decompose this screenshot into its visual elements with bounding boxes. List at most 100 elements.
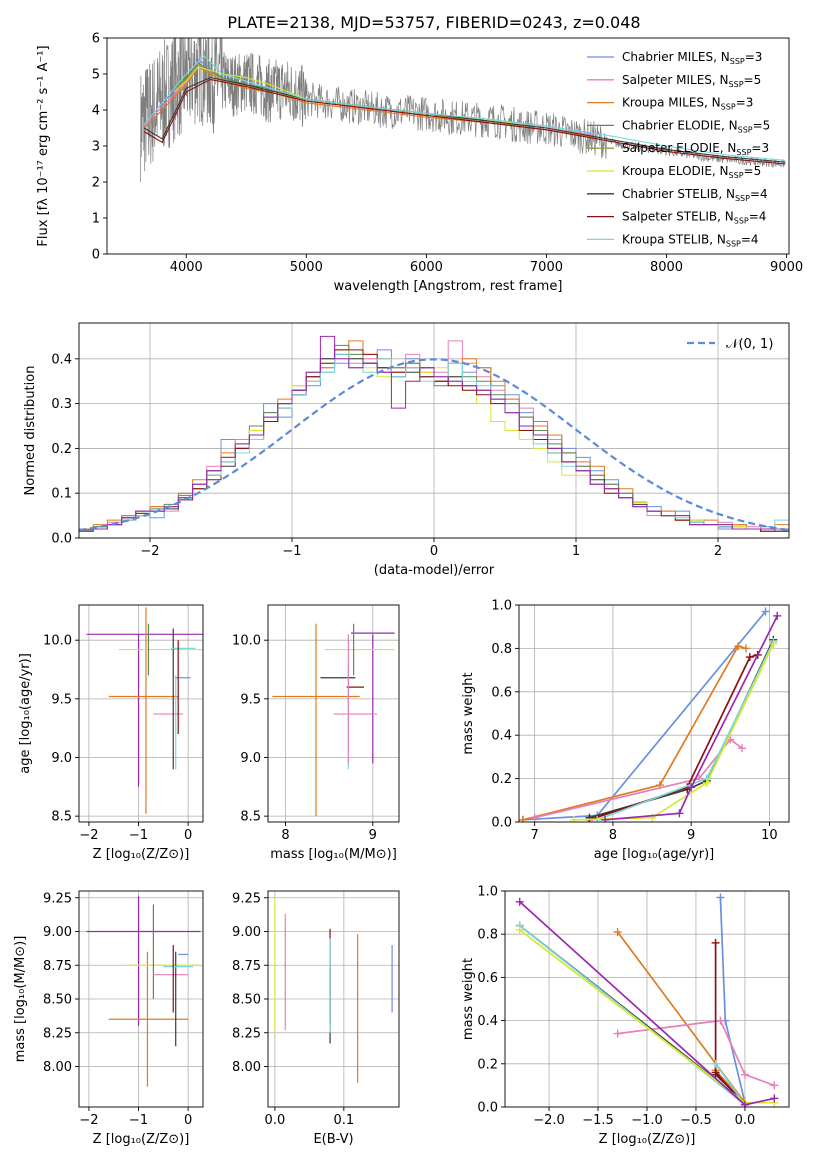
- legend-ssp-count: =5: [744, 164, 762, 178]
- legend-label-kroupa-stelib: Kroupa STELIB, NSSP=4: [622, 232, 759, 248]
- age_vs_z-plot-area: [86, 607, 203, 814]
- x-tick-label: 10: [761, 828, 778, 843]
- legend-ssp-count: =3: [745, 50, 763, 64]
- y-tick-label: 0.2: [477, 1057, 498, 1072]
- mass_vs_ebv-plot-area: [274, 897, 393, 1083]
- y-tick-label: 9.00: [43, 925, 72, 940]
- y-axis-label: mass [log₁₀(M/M⊙)]: [13, 936, 28, 1063]
- x-tick-label: 4000: [170, 260, 203, 275]
- x-tick-label: 7000: [530, 260, 563, 275]
- normal-distribution-curve: [79, 358, 789, 532]
- age-vs-metallicity-panel: −2 −1 0 8.5 9.0 9.5 10.0 Z [log₁₀(Z/Z⊙)] age [lo…: [18, 604, 204, 862]
- y-tick-label: 8.50: [43, 993, 72, 1008]
- y-tick-label: 9.25: [43, 891, 72, 906]
- x-tick-label: −1: [129, 1113, 148, 1128]
- legend-label-salpeter-elodie: Salpeter ELODIE, NSSP=3: [622, 141, 769, 157]
- y-tick-label: 5: [92, 68, 100, 83]
- x-tick-label: 0.0: [735, 1113, 756, 1128]
- x-tick-label: −1.5: [582, 1113, 614, 1128]
- y-tick-label: 10.0: [232, 634, 261, 649]
- mass-weight-line-salpeter-miles: [617, 1019, 775, 1087]
- residuals-plot-area: [79, 335, 789, 532]
- legend-label-salpeter-miles: Salpeter MILES, NSSP=5: [622, 73, 761, 89]
- y-tick-label: 9.0: [51, 751, 72, 766]
- y-tick-label: 0.0: [491, 816, 512, 831]
- y-axis-label: age [log₁₀(age/yr)]: [18, 653, 33, 774]
- y-tick-label: 0.2: [51, 442, 72, 457]
- residuals-panel: −2 −1 0 1 2 0.0 0.1 0.2 0.3 0.4 (data-model)/error…: [23, 322, 790, 578]
- legend-ssp-count: =5: [744, 73, 762, 87]
- y-tick-label: 1.0: [477, 885, 498, 900]
- model-spectrum-salpeter-stelib: [143, 78, 786, 165]
- x-tick-label: 0.0: [265, 1113, 286, 1128]
- y-tick-label: 8.75: [43, 959, 72, 974]
- y-tick-label: 8.00: [43, 1060, 72, 1075]
- legend-label-chabrier-miles: Chabrier MILES, NSSP=3: [622, 50, 762, 66]
- y-tick-label: 0.6: [477, 971, 498, 986]
- mass_weight_vs_z-plot-area: [515, 893, 779, 1107]
- y-tick-label: 8.50: [232, 993, 261, 1008]
- legend-subscript: SSP: [729, 171, 744, 180]
- x-tick-label: −1: [282, 544, 301, 559]
- x-tick-label: 9000: [770, 260, 803, 275]
- mass-weight-line-extra1: [605, 615, 779, 821]
- mass_weight_vs_age-plot-area: [519, 607, 782, 822]
- x-axis-label: mass [log₁₀(M/M⊙)]: [270, 847, 397, 862]
- y-tick-label: 8.25: [43, 1026, 72, 1041]
- data-spectrum-line: [140, 38, 786, 183]
- y-tick-label: 8.00: [232, 1060, 261, 1075]
- legend-ssp-count: =4: [749, 210, 767, 224]
- x-axis-label: E(B-V): [313, 1132, 353, 1147]
- x-axis-label: wavelength [Angstrom, rest frame]: [334, 279, 563, 294]
- mass-weight-line-salpeter-miles: [534, 738, 743, 819]
- y-tick-label: 0.4: [477, 1014, 498, 1029]
- legend-ssp-count: =3: [736, 96, 754, 110]
- legend-label-normal: 𝒩(0, 1): [726, 337, 773, 352]
- legend-subscript: SSP: [730, 57, 745, 66]
- y-tick-label: 9.5: [51, 692, 72, 707]
- x-tick-label: 6000: [410, 260, 443, 275]
- y-axis-label: mass weight: [461, 958, 476, 1040]
- y-tick-label: 1: [92, 212, 100, 227]
- y-tick-label: 8.75: [232, 959, 261, 974]
- y-tick-label: 0.1: [51, 487, 72, 502]
- y-tick-label: 0.4: [491, 729, 512, 744]
- x-tick-label: 0: [430, 544, 438, 559]
- plot-frame: [78, 604, 204, 823]
- y-tick-label: 0.2: [491, 772, 512, 787]
- x-tick-label: −2: [79, 828, 98, 843]
- y-tick-label: 0: [92, 248, 100, 263]
- x-tick-label: 8000: [650, 260, 683, 275]
- legend-subscript: SSP: [736, 148, 751, 157]
- x-tick-label: 2: [714, 544, 722, 559]
- y-tick-label: 6: [92, 32, 100, 47]
- legend-ssp-count: =5: [753, 118, 771, 132]
- x-tick-label: 7: [531, 828, 539, 843]
- y-axis-label: mass weight: [461, 672, 476, 754]
- y-tick-label: 9.5: [240, 692, 261, 707]
- legend-ssp-count: =4: [750, 187, 768, 201]
- y-tick-label: 0.4: [51, 352, 72, 367]
- age_vs_mass-plot-area: [272, 623, 395, 817]
- x-tick-label: 5000: [290, 260, 323, 275]
- x-tick-label: 0: [184, 1113, 192, 1128]
- mass-weight-vs-age-panel: 7 8 9 10 0.0 0.2 0.4 0.6 0.8 1.0 age [log₁₀(age/yr…: [461, 599, 790, 862]
- x-tick-label: −0.5: [680, 1113, 712, 1128]
- legend-label-salpeter-stelib: Salpeter STELIB, NSSP=4: [622, 210, 766, 226]
- mass-vs-ebv-panel: 0.0 0.1 8.00 8.25 8.50 8.75 9.00 9.25 E(B-V): [232, 890, 400, 1147]
- legend-subscript: SSP: [726, 239, 741, 248]
- legend-ssp-count: =4: [741, 232, 759, 246]
- y-tick-label: 10.0: [43, 634, 72, 649]
- model-spectrum-kroupa-stelib: [143, 55, 786, 161]
- y-tick-label: 8.25: [232, 1026, 261, 1041]
- legend-label-kroupa-miles: Kroupa MILES, NSSP=3: [622, 96, 753, 112]
- histogram-extra1: [79, 335, 789, 532]
- y-tick-label: 9.00: [232, 925, 261, 940]
- legend-subscript: SSP: [738, 125, 753, 134]
- x-tick-label: −2.0: [533, 1113, 565, 1128]
- x-tick-label: 8: [281, 828, 289, 843]
- y-tick-label: 3: [92, 140, 100, 155]
- legend-subscript: SSP: [734, 217, 749, 226]
